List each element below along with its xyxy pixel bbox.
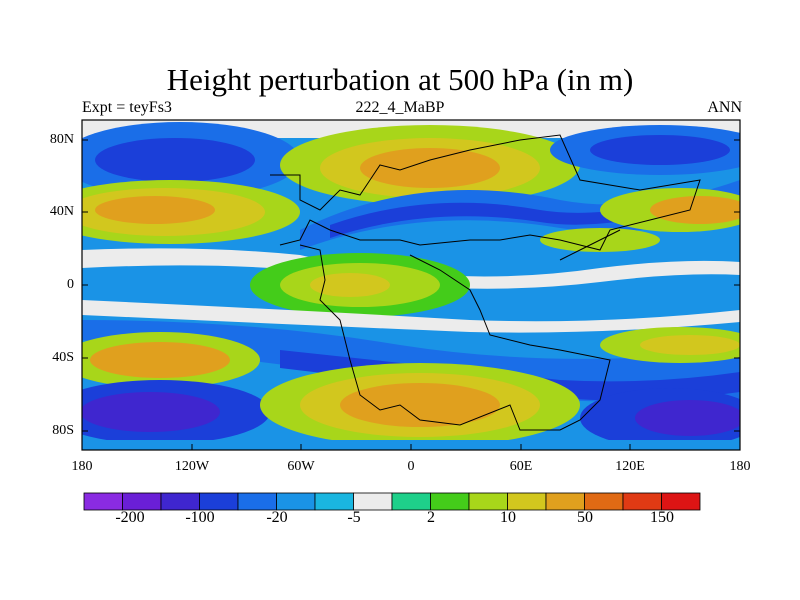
colorbar-box xyxy=(353,492,393,511)
colorbar-box xyxy=(468,492,508,511)
lat-tick-label: 80N xyxy=(49,132,74,147)
season-label: ANN xyxy=(707,99,742,116)
lon-tick-label: 60W xyxy=(287,459,315,474)
colorbar-box xyxy=(430,492,470,511)
colorbar-box xyxy=(237,492,277,511)
lon-tick-label: 120E xyxy=(615,459,645,474)
plot-title: Height perturbation at 500 hPa (in m) xyxy=(166,62,634,97)
colorbar-box xyxy=(276,492,316,511)
colorbar-label: -200 xyxy=(115,509,145,526)
lat-tick-label: 40S xyxy=(52,350,74,365)
colorbar-label: -20 xyxy=(266,509,288,526)
contour-field xyxy=(82,120,740,450)
lon-tick-label: 180 xyxy=(71,459,93,474)
tick-marks xyxy=(81,139,741,450)
colorbar xyxy=(83,492,701,511)
period-label: 222_4_MaBP xyxy=(355,99,445,116)
lon-tick-label: 120W xyxy=(174,459,210,474)
colorbar-label: 10 xyxy=(500,509,516,526)
colorbar-label: -5 xyxy=(347,509,361,526)
colorbar-label: -100 xyxy=(185,509,215,526)
lat-tick-label: 0 xyxy=(67,277,74,292)
colorbar-box xyxy=(314,492,354,511)
colorbar-box xyxy=(391,492,431,511)
colorbar-box xyxy=(661,492,701,511)
lat-tick-label: 40N xyxy=(49,204,74,219)
colorbar-label: 50 xyxy=(577,509,593,526)
experiment-label: Expt = teyFs3 xyxy=(82,99,172,116)
lon-tick-label: 180 xyxy=(729,459,751,474)
coastlines xyxy=(270,134,701,431)
colorbar-box xyxy=(160,492,200,511)
lon-tick-label: 0 xyxy=(407,459,415,474)
colorbar-box xyxy=(122,492,162,511)
colorbar-box xyxy=(199,492,239,511)
colorbar-box xyxy=(83,492,123,511)
colorbar-label: 2 xyxy=(427,509,435,526)
colorbar-box xyxy=(622,492,662,511)
colorbar-label: 150 xyxy=(650,509,674,526)
lon-tick-label: 60E xyxy=(509,459,533,474)
lat-tick-label: 80S xyxy=(52,423,74,438)
colorbar-box xyxy=(545,492,585,511)
colorbar-box xyxy=(584,492,624,511)
colorbar-box xyxy=(507,492,547,511)
